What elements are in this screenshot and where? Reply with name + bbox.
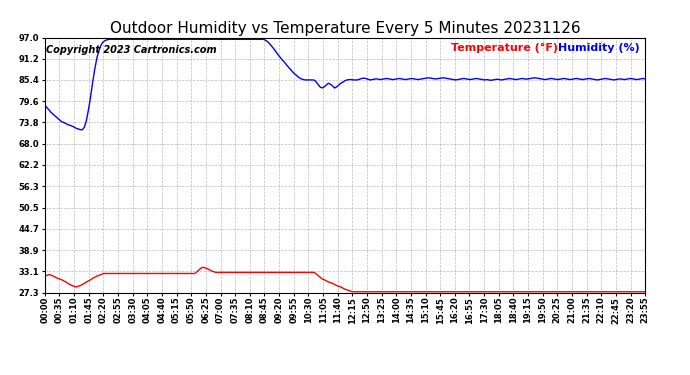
- Title: Outdoor Humidity vs Temperature Every 5 Minutes 20231126: Outdoor Humidity vs Temperature Every 5 …: [110, 21, 580, 36]
- Legend: Temperature (°F), Humidity (%): Temperature (°F), Humidity (%): [451, 43, 640, 53]
- Text: Copyright 2023 Cartronics.com: Copyright 2023 Cartronics.com: [46, 45, 217, 55]
